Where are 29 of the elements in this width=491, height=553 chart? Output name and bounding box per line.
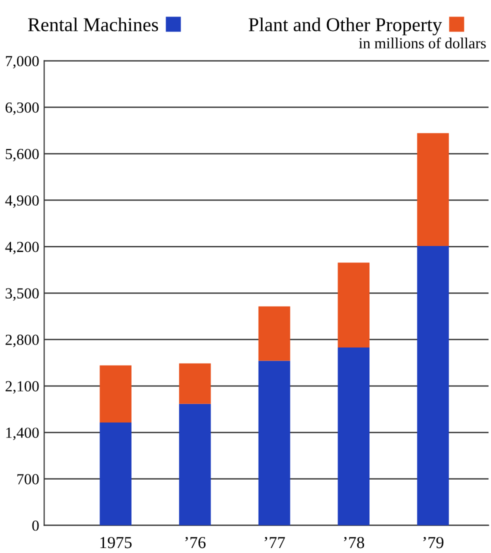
y-tick-label: 1,400: [6, 428, 39, 440]
y-tick-label: 4,200: [5, 242, 39, 254]
legend-label: Plant and Other Property: [248, 18, 442, 36]
y-tick-label: 3,500: [6, 288, 39, 301]
text: in millions of dollars: [358, 38, 486, 48]
y-tick-label: 700: [17, 474, 39, 484]
bar: [338, 262, 370, 348]
x-tick-label: 1975: [100, 536, 132, 548]
bar: [417, 246, 449, 526]
x-tick-label: ’76: [185, 536, 206, 548]
bar: [417, 133, 449, 246]
legend-label: Rental Machines: [28, 18, 158, 32]
bar: [179, 363, 211, 404]
bar: [100, 365, 132, 422]
bar: [258, 306, 290, 361]
x-tick-label: ’77: [264, 536, 285, 548]
bar: [258, 360, 290, 526]
bar: [338, 348, 370, 526]
bar: [100, 422, 132, 526]
x-tick-label: ’78: [344, 536, 364, 548]
x-tick-label: ’79: [423, 536, 444, 548]
y-tick-label: 2,100: [6, 381, 39, 394]
y-tick-label: 0: [32, 520, 39, 531]
y-tick-label: 7,000: [6, 56, 39, 68]
y-tick-label: 5,600: [6, 148, 39, 162]
bar: [179, 404, 211, 526]
y-tick-label: 4,900: [5, 195, 39, 208]
y-tick-label: 6,300: [6, 102, 39, 115]
y-tick-label: 2,800: [6, 334, 39, 348]
